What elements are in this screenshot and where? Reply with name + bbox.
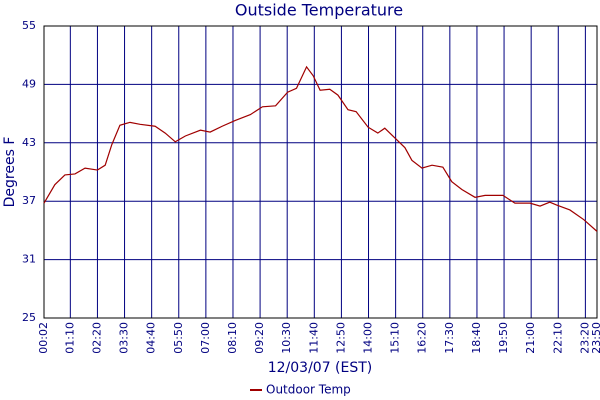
x-axis-label: 12/03/07 (EST)	[268, 360, 373, 376]
x-tick-label: 23:50	[590, 322, 600, 354]
y-tick-label: 37	[22, 194, 36, 207]
plot-area	[43, 25, 598, 319]
x-tick-label: 18:40	[470, 322, 483, 354]
x-tick-label: 21:00	[524, 322, 537, 354]
x-tick-label: 01:10	[63, 322, 76, 354]
y-tick-label: 43	[22, 136, 36, 149]
y-tick-label: 49	[22, 77, 36, 90]
x-tick-label: 04:40	[145, 322, 158, 354]
x-tick-label: 11:40	[307, 322, 320, 354]
series-line	[43, 65, 598, 232]
x-tick-label: 08:10	[226, 322, 239, 354]
x-tick-label: 00:02	[37, 322, 50, 354]
chart-title: Outside Temperature	[235, 1, 403, 20]
x-tick-label: 10:30	[280, 322, 293, 354]
y-tick-label: 31	[22, 253, 36, 266]
x-tick-label: 14:00	[362, 322, 375, 354]
x-tick-label: 15:10	[389, 322, 402, 354]
y-tick-label: 55	[22, 19, 36, 32]
y-tick-label: 25	[22, 311, 36, 324]
x-tick-label: 16:20	[416, 322, 429, 354]
x-tick-label: 07:00	[199, 322, 212, 354]
legend-label: Outdoor Temp	[266, 383, 351, 397]
x-tick-label: 23:20	[578, 322, 591, 354]
plot-border	[43, 25, 598, 319]
x-tick-label: 05:50	[172, 322, 185, 354]
x-tick-label: 17:30	[443, 322, 456, 354]
x-tick-label: 09:20	[253, 322, 266, 354]
x-tick-label: 12:50	[334, 322, 347, 354]
x-tick-label: 03:30	[118, 322, 131, 354]
x-tick-label: 19:50	[497, 322, 510, 354]
x-tick-label: 22:10	[551, 322, 564, 354]
y-axis-label: Degrees F	[2, 137, 18, 208]
x-tick-label: 02:20	[90, 322, 103, 354]
